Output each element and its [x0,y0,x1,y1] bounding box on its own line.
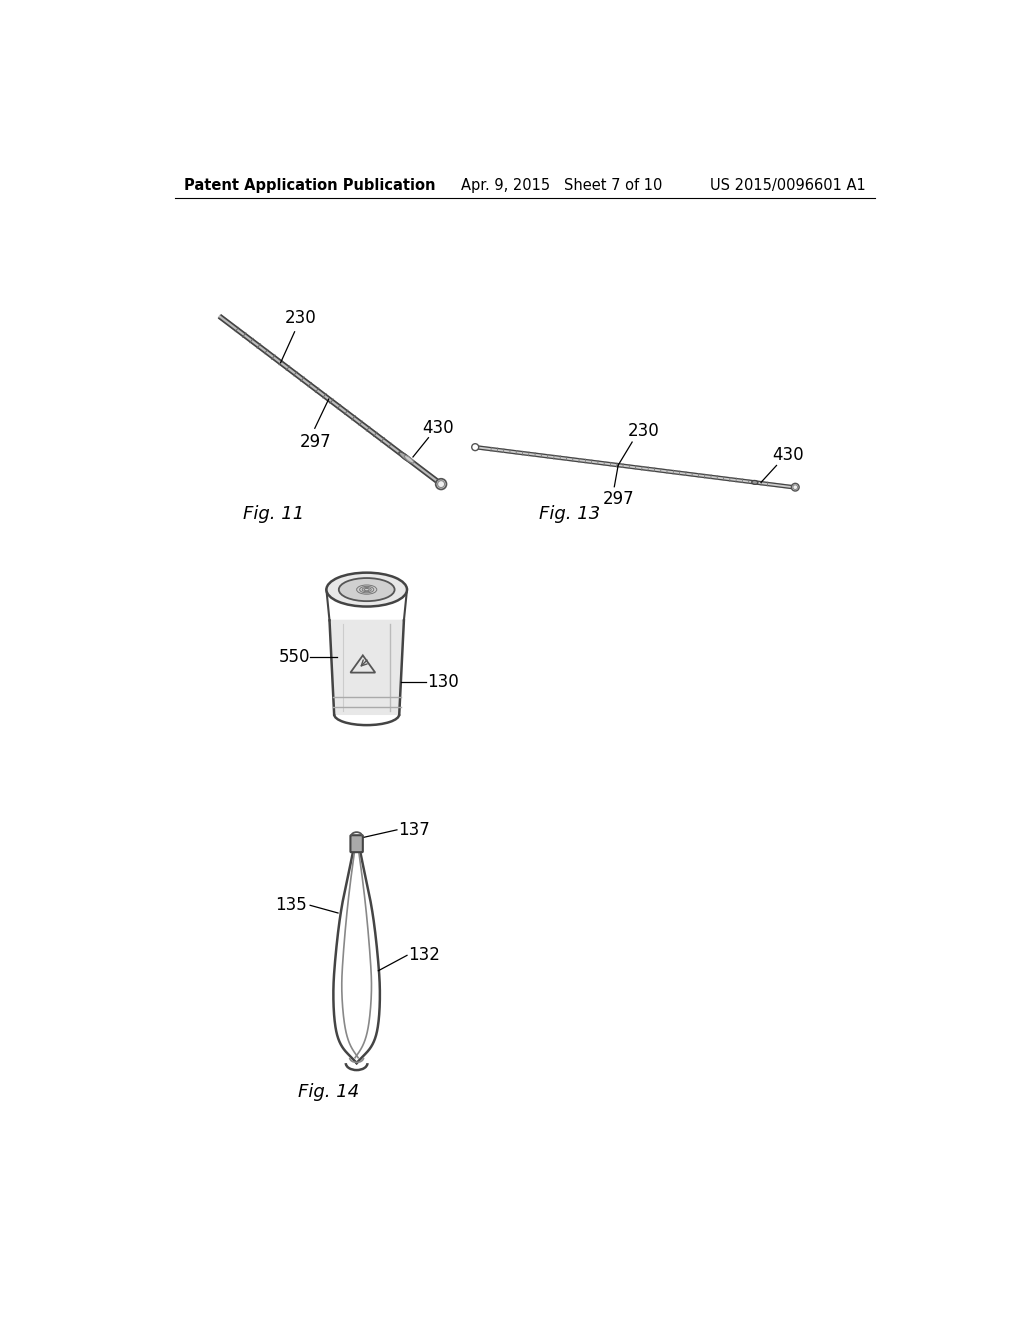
Text: Patent Application Publication: Patent Application Publication [183,178,435,193]
Text: 230: 230 [285,309,316,327]
Ellipse shape [752,480,758,484]
Text: Fig. 11: Fig. 11 [243,506,304,523]
Ellipse shape [327,573,407,607]
Text: 430: 430 [422,418,454,437]
Ellipse shape [404,455,414,463]
Text: 132: 132 [409,946,440,965]
Text: 550: 550 [280,648,310,667]
Ellipse shape [399,451,412,462]
FancyBboxPatch shape [350,836,362,853]
Text: Fig. 14: Fig. 14 [299,1082,359,1101]
Ellipse shape [793,484,798,490]
Text: Apr. 9, 2015   Sheet 7 of 10: Apr. 9, 2015 Sheet 7 of 10 [461,178,663,193]
Text: 230: 230 [628,422,659,441]
Polygon shape [475,446,794,488]
Text: 137: 137 [398,821,430,838]
Text: 430: 430 [772,446,804,463]
Ellipse shape [472,444,478,450]
Ellipse shape [437,480,444,487]
Ellipse shape [339,578,394,601]
Text: 297: 297 [299,433,331,451]
Polygon shape [218,314,439,483]
Text: US 2015/0096601 A1: US 2015/0096601 A1 [710,178,866,193]
Text: 135: 135 [275,896,307,915]
Text: 297: 297 [603,490,634,508]
Ellipse shape [792,483,799,491]
Ellipse shape [435,479,446,490]
Text: 130: 130 [427,673,459,690]
Polygon shape [330,620,403,714]
Text: Fig. 13: Fig. 13 [539,506,600,523]
